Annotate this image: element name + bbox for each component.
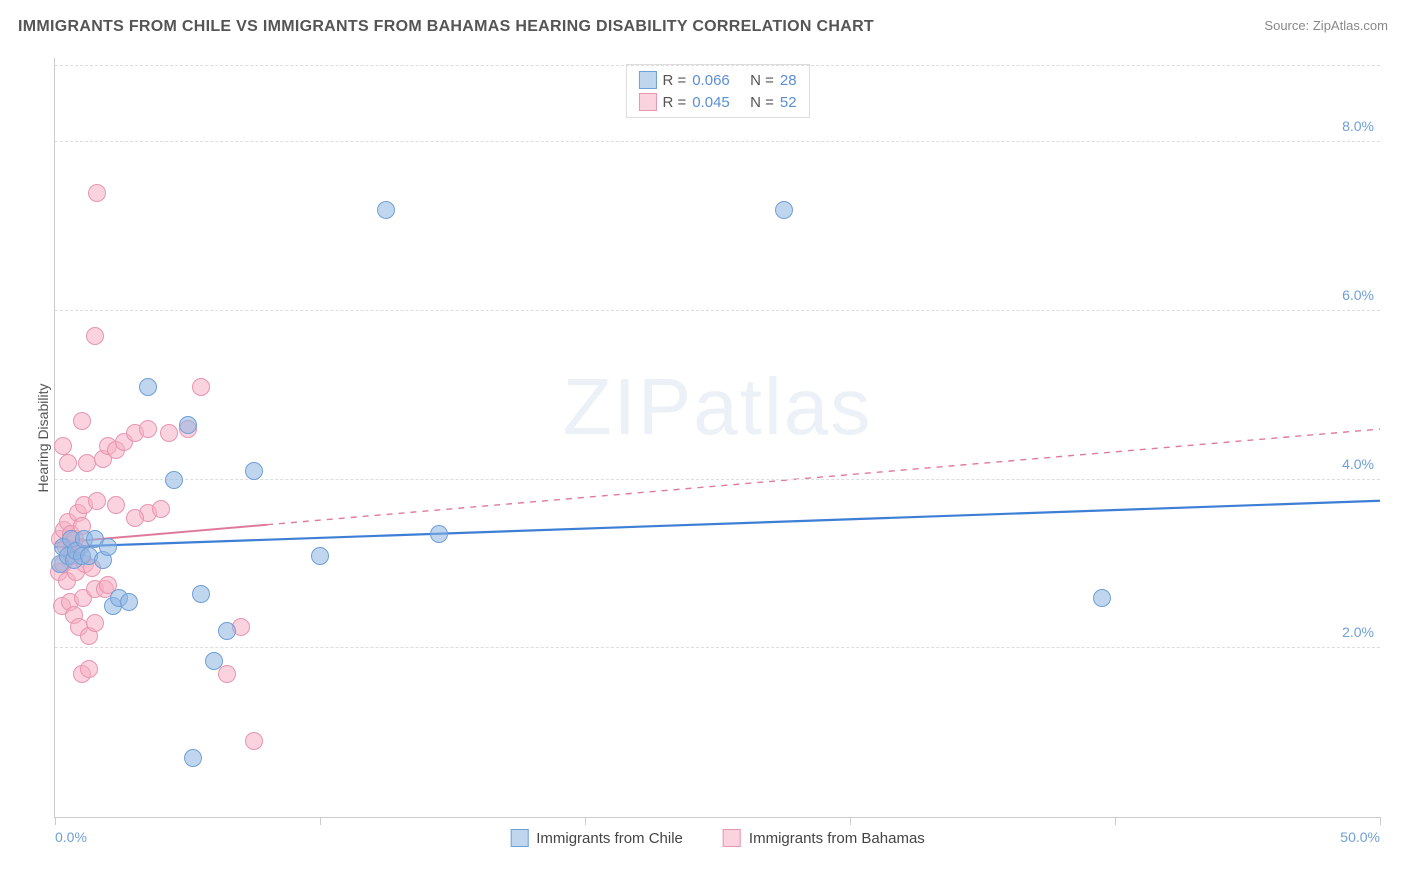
data-point-chile (120, 593, 138, 611)
gridline (55, 141, 1380, 142)
source-label: Source: (1264, 18, 1309, 33)
y-tick-label: 4.0% (1342, 456, 1374, 472)
data-point-chile (245, 462, 263, 480)
data-point-bahamas (107, 496, 125, 514)
swatch-bottom-bahamas (723, 829, 741, 847)
data-point-bahamas (86, 614, 104, 632)
legend-label-chile: Immigrants from Chile (536, 830, 683, 847)
data-point-bahamas (88, 184, 106, 202)
data-point-bahamas (59, 454, 77, 472)
data-point-chile (377, 201, 395, 219)
data-point-chile (1093, 589, 1111, 607)
data-point-bahamas (245, 732, 263, 750)
data-point-bahamas (152, 500, 170, 518)
data-point-bahamas (218, 665, 236, 683)
data-point-chile (311, 547, 329, 565)
source-attribution: Source: ZipAtlas.com (1264, 18, 1388, 33)
x-tick-label: 0.0% (55, 829, 87, 845)
gridline (55, 310, 1380, 311)
gridline (55, 647, 1380, 648)
x-tick (850, 817, 851, 825)
source-name: ZipAtlas.com (1313, 18, 1388, 33)
chart-title: IMMIGRANTS FROM CHILE VS IMMIGRANTS FROM… (18, 18, 1388, 36)
x-tick-label: 50.0% (1340, 829, 1380, 845)
data-point-chile (139, 378, 157, 396)
x-tick (585, 817, 586, 825)
y-tick-label: 8.0% (1342, 118, 1374, 134)
data-point-chile (205, 652, 223, 670)
data-point-bahamas (54, 437, 72, 455)
data-point-bahamas (86, 327, 104, 345)
data-point-bahamas (80, 660, 98, 678)
data-point-bahamas (126, 509, 144, 527)
data-point-chile (165, 471, 183, 489)
data-point-chile (179, 416, 197, 434)
data-point-chile (184, 749, 202, 767)
x-tick (320, 817, 321, 825)
data-point-chile (430, 525, 448, 543)
legend-item-chile: Immigrants from Chile (510, 829, 683, 847)
legend-label-bahamas: Immigrants from Bahamas (749, 830, 925, 847)
data-point-chile (218, 622, 236, 640)
legend-item-bahamas: Immigrants from Bahamas (723, 829, 925, 847)
data-point-bahamas (160, 424, 178, 442)
chart-container: IMMIGRANTS FROM CHILE VS IMMIGRANTS FROM… (18, 18, 1388, 874)
y-tick-label: 2.0% (1342, 624, 1374, 640)
trend-lines (55, 58, 1380, 817)
legend-bottom: Immigrants from Chile Immigrants from Ba… (510, 829, 925, 847)
data-point-chile (192, 585, 210, 603)
data-point-chile (99, 538, 117, 556)
x-tick (1380, 817, 1381, 825)
y-tick-label: 6.0% (1342, 287, 1374, 303)
gridline (55, 65, 1380, 66)
swatch-bottom-chile (510, 829, 528, 847)
x-tick (55, 817, 56, 825)
plot-area: Hearing Disability ZIPatlas R = 0.066 N … (54, 58, 1380, 818)
data-point-bahamas (139, 420, 157, 438)
data-point-chile (775, 201, 793, 219)
x-tick (1115, 817, 1116, 825)
data-point-bahamas (73, 412, 91, 430)
data-point-bahamas (192, 378, 210, 396)
y-axis-label: Hearing Disability (35, 383, 51, 492)
data-point-bahamas (88, 492, 106, 510)
